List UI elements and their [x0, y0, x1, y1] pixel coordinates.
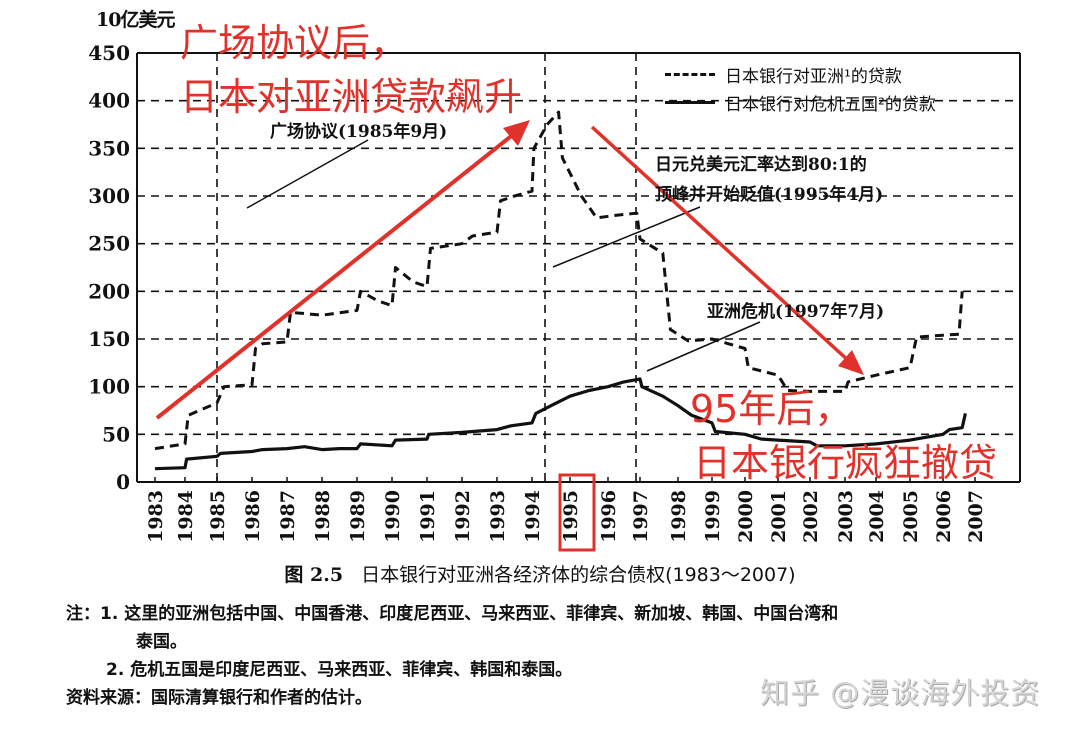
annotation-yen-peak-line1: 日元兑美元汇率达到80:1的 [655, 155, 867, 175]
y-axis-ticks: 0 50 100 150 200 250 300 350 400 450 [88, 41, 130, 494]
series-asia-loans [154, 110, 964, 451]
svg-text:2002: 2002 [800, 490, 822, 543]
data-source: 资料来源：国际清算银行和作者的估计。 [66, 688, 372, 708]
data-series [154, 110, 967, 471]
figure-title: 日本银行对亚洲各经济体的综合债权(1983～2007) [361, 564, 796, 586]
figure-number: 图 2.5 [284, 564, 344, 586]
svg-text:1996: 1996 [598, 490, 620, 543]
svg-text:1993: 1993 [487, 490, 509, 543]
svg-text:400: 400 [88, 89, 130, 113]
annotation-plaza-accord: 广场协议(1985年9月) [270, 122, 448, 142]
svg-text:1988: 1988 [312, 490, 334, 543]
svg-text:1994: 1994 [522, 490, 544, 543]
note-2: 2. 危机五国是印度尼西亚、马来西亚、菲律宾、韩国和泰国。 [106, 660, 573, 680]
svg-text:2007: 2007 [965, 490, 987, 543]
svg-text:1989: 1989 [347, 490, 369, 543]
svg-text:1998: 1998 [668, 490, 690, 543]
legend-label-asia: 日本银行对亚洲¹的贷款 [725, 66, 902, 87]
svg-text:50: 50 [102, 422, 130, 446]
chart-plot: 0 50 100 150 200 250 300 350 400 450 1983 1984 1985… [88, 41, 1021, 552]
svg-text:2005: 2005 [900, 490, 922, 543]
svg-text:1999: 1999 [702, 490, 724, 543]
svg-text:2000: 2000 [735, 490, 757, 543]
legend-item-asia: 日本银行对亚洲¹的贷款 [665, 60, 936, 88]
svg-text:350: 350 [88, 136, 130, 160]
highlight-1995-box [558, 473, 596, 552]
svg-text:100: 100 [88, 375, 130, 399]
y-axis-unit-label: 10亿美元 [96, 9, 175, 31]
svg-text:1987: 1987 [277, 490, 299, 543]
svg-text:2004: 2004 [866, 490, 888, 543]
svg-text:200: 200 [88, 279, 130, 303]
svg-text:2003: 2003 [835, 490, 857, 543]
annotation-pointers [246, 139, 761, 372]
svg-text:1992: 1992 [452, 490, 474, 543]
svg-text:300: 300 [88, 184, 130, 208]
svg-text:450: 450 [88, 41, 130, 65]
svg-text:2001: 2001 [768, 490, 790, 543]
red-trend-arrows [155, 120, 864, 552]
svg-text:1983: 1983 [145, 490, 167, 543]
overlay-text-withdraw-line2: 日本银行疯狂撤贷 [693, 441, 998, 485]
x-axis-ticks: 1983 1984 1985 1986 1987 1988 1989 1990 1991 1992… [145, 477, 987, 543]
legend-item-crisis5: 日本银行对危机五国²的贷款 [665, 88, 936, 116]
note-1-continued: 泰国。 [136, 632, 187, 652]
svg-text:1990: 1990 [382, 490, 404, 543]
series-crisis5-loans [154, 377, 967, 471]
plot-frame [136, 52, 1021, 483]
chart-legend: 日本银行对亚洲¹的贷款 日本银行对危机五国²的贷款 [665, 60, 936, 116]
svg-text:1997: 1997 [630, 490, 652, 543]
watermark: 知乎 @漫谈海外投资 [760, 676, 1041, 710]
figure-caption: 图 2.5 日本银行对亚洲各经济体的综合债权(1983～2007) [0, 560, 1080, 587]
note-1: 注：1. 这里的亚洲包括中国、中国香港、印度尼西亚、马来西亚、菲律宾、新加坡、韩… [66, 604, 839, 624]
annotation-yen-peak-line2: 顶峰并开始贬值(1995年4月) [655, 185, 884, 205]
overlay-text-plaza-line2: 日本对亚洲贷款飙升 [180, 75, 523, 119]
svg-text:2006: 2006 [933, 490, 955, 543]
svg-text:1986: 1986 [242, 490, 264, 543]
overlay-text-plaza-line1: 广场协议后， [180, 21, 409, 65]
annotation-asian-crisis: 亚洲危机(1997年7月) [707, 302, 885, 322]
svg-text:1991: 1991 [417, 490, 439, 543]
svg-text:0: 0 [116, 470, 130, 494]
svg-text:1995: 1995 [560, 490, 582, 543]
solid-line-swatch-icon [665, 100, 715, 104]
overlay-text-withdraw-line1: 95年后， [690, 387, 853, 431]
svg-text:250: 250 [88, 232, 130, 256]
svg-text:150: 150 [88, 327, 130, 351]
figure-notes: 注：1. 这里的亚洲包括中国、中国香港、印度尼西亚、马来西亚、菲律宾、新加坡、韩… [66, 600, 1066, 712]
dashed-line-swatch-icon [665, 72, 715, 76]
grid-lines [137, 53, 1020, 482]
legend-label-crisis5: 日本银行对危机五国²的贷款 [725, 94, 936, 115]
svg-text:1984: 1984 [175, 490, 197, 543]
svg-text:1985: 1985 [207, 490, 229, 543]
